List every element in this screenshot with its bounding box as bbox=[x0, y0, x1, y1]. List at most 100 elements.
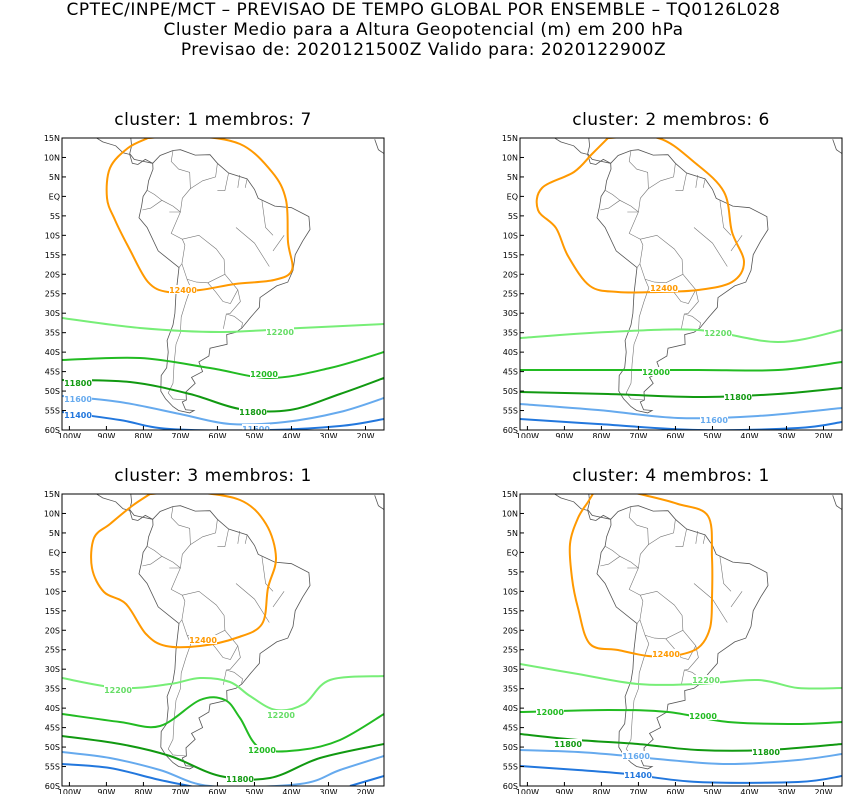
country-border bbox=[207, 274, 239, 304]
country-border bbox=[702, 178, 706, 188]
coastline-south-america bbox=[596, 505, 769, 770]
map-panel-cluster-4: cluster: 4 membros: 1 12400 12200 12000 120… bbox=[498, 466, 844, 796]
lon-label: 70W bbox=[171, 788, 189, 794]
contour-label: 11800 bbox=[226, 775, 254, 784]
lat-label: 30S bbox=[45, 665, 60, 674]
lat-label: 35S bbox=[45, 685, 60, 694]
contour-line-11600 bbox=[62, 751, 384, 786]
panel-title: cluster: 3 membros: 1 bbox=[114, 466, 312, 486]
lat-label: EQ bbox=[49, 548, 60, 557]
contour-label-bg bbox=[642, 367, 670, 376]
lat-label: 10S bbox=[45, 231, 60, 240]
lat-label: 10N bbox=[502, 153, 518, 162]
lat-label: 5N bbox=[507, 173, 518, 182]
contour-label: 11800 bbox=[554, 740, 582, 749]
contour-line-12200 bbox=[520, 328, 842, 344]
lat-label: 30S bbox=[503, 309, 518, 318]
lat-label: 10N bbox=[44, 153, 60, 162]
country-border bbox=[223, 289, 241, 329]
lat-label: 50S bbox=[503, 743, 518, 752]
contour-label: 11400 bbox=[624, 771, 652, 780]
contour-line-11800 bbox=[520, 387, 842, 399]
country-border bbox=[675, 172, 687, 191]
lat-label: 50S bbox=[45, 743, 60, 752]
contour-label: 11600 bbox=[242, 425, 270, 434]
coastline-central-america-east bbox=[129, 494, 153, 520]
map-plot: 12400 12200 12200 12000 11800 15N 10N 5N EQ 5S 10S… bbox=[44, 490, 385, 794]
map-panel-cluster-1: cluster: 1 membros: 7 12400 12200 12000 118… bbox=[40, 110, 386, 440]
country-border bbox=[244, 178, 248, 188]
contour-label: 12200 bbox=[704, 329, 732, 338]
contour-label: 11800 bbox=[239, 408, 267, 417]
contour-label: 11600 bbox=[700, 416, 728, 425]
coastline-africa bbox=[832, 139, 842, 155]
country-border bbox=[272, 235, 285, 252]
lon-label: 80W bbox=[592, 788, 610, 794]
lon-label: 50W bbox=[703, 432, 721, 438]
contour-label-bg bbox=[652, 649, 680, 658]
country-border bbox=[665, 630, 697, 660]
map-plot: 12400 12200 12000 11800 11800 11600 11600 11400… bbox=[44, 134, 385, 438]
contour-line-11400 bbox=[349, 775, 384, 786]
contour-label-bg bbox=[250, 369, 278, 378]
country-border bbox=[207, 630, 239, 660]
coastline-africa bbox=[832, 495, 842, 511]
lat-label: 5S bbox=[508, 212, 518, 221]
lat-label: 30S bbox=[503, 665, 518, 674]
lon-label: 100W bbox=[58, 788, 81, 794]
contour-label: 12000 bbox=[248, 746, 276, 755]
lon-label: 60W bbox=[208, 788, 226, 794]
map-frame bbox=[519, 137, 843, 431]
country-border bbox=[675, 528, 687, 547]
header-line-2: Cluster Medio para a Altura Geopotencial… bbox=[163, 20, 684, 40]
country-border bbox=[244, 534, 248, 544]
country-border bbox=[627, 150, 649, 213]
contour-line-11400 bbox=[520, 765, 842, 784]
coastline-south-america bbox=[138, 505, 311, 770]
panel-title: cluster: 4 membros: 1 bbox=[572, 466, 770, 486]
contour-label-bg bbox=[724, 392, 752, 401]
contour-label-bg bbox=[689, 711, 717, 720]
contour-label: 11600 bbox=[622, 752, 650, 761]
lat-label: 60S bbox=[503, 426, 518, 435]
country-border bbox=[730, 591, 743, 608]
country-border bbox=[684, 313, 701, 328]
lat-label: 5N bbox=[49, 529, 60, 538]
coastline-africa bbox=[374, 495, 384, 511]
figure-header: CPTEC/INPE/MCT – PREVISAO DE TEMPO GLOBA… bbox=[0, 0, 847, 60]
lat-label: 10S bbox=[45, 587, 60, 596]
lon-label: 40W bbox=[282, 432, 300, 438]
lat-label: 60S bbox=[503, 782, 518, 791]
contour-label: 11400 bbox=[64, 411, 92, 420]
panel-title: cluster: 2 membros: 6 bbox=[572, 110, 770, 130]
map-background bbox=[62, 494, 384, 786]
contour-label-bg bbox=[704, 328, 732, 337]
lat-label: EQ bbox=[507, 192, 518, 201]
lat-label: 45S bbox=[503, 724, 518, 733]
lat-label: 40S bbox=[503, 348, 518, 357]
country-border bbox=[190, 163, 218, 189]
lon-label: 70W bbox=[629, 788, 647, 794]
lat-label: 5N bbox=[507, 529, 518, 538]
lon-label: 40W bbox=[282, 788, 300, 794]
lon-label: 70W bbox=[629, 432, 647, 438]
contour-line-11600 bbox=[520, 749, 842, 766]
country-border bbox=[619, 556, 644, 624]
header-line-1: CPTEC/INPE/MCT – PREVISAO DE TEMPO GLOBA… bbox=[66, 0, 781, 20]
contour-line-12400 bbox=[90, 494, 278, 649]
lat-label: 45S bbox=[45, 368, 60, 377]
lat-label: 15S bbox=[503, 251, 518, 260]
country-border bbox=[226, 313, 243, 328]
country-border bbox=[190, 519, 218, 545]
country-border bbox=[695, 530, 698, 544]
contour-line-11600 bbox=[520, 403, 842, 420]
lon-label: 100W bbox=[58, 432, 81, 438]
country-border bbox=[217, 528, 229, 547]
lat-label: 55S bbox=[503, 763, 518, 772]
lon-label: 90W bbox=[555, 788, 573, 794]
country-border bbox=[719, 556, 732, 592]
contour-line-11400 bbox=[62, 411, 384, 430]
lat-label: 40S bbox=[503, 704, 518, 713]
country-border bbox=[693, 227, 728, 267]
contour-label-bg bbox=[64, 410, 92, 419]
